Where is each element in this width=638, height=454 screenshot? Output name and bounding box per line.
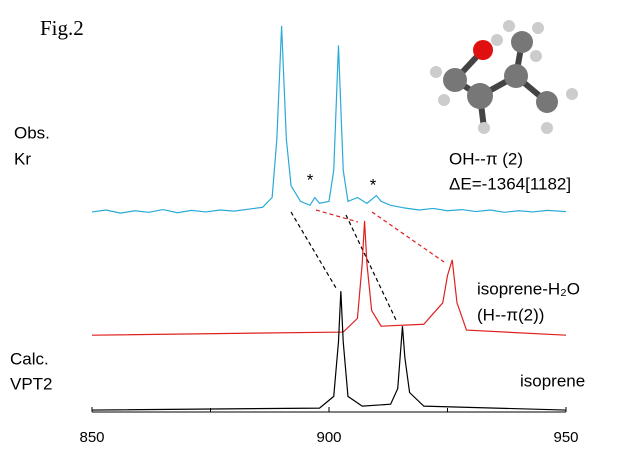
connector	[372, 212, 444, 262]
asterisk: *	[307, 170, 314, 189]
x-tick-label: 950	[553, 429, 578, 446]
x-tick-label: 900	[316, 429, 341, 446]
asterisk: *	[370, 175, 377, 194]
trace-label: Kr	[14, 149, 31, 168]
chart: Fig.2 Obs. Kr OH--π (2) ΔE=-1364[1182] i…	[0, 0, 638, 454]
energy-label: ΔE=-1364[1182]	[449, 174, 571, 193]
figure-label: Fig.2	[40, 16, 84, 40]
trace-label: Obs.	[14, 123, 50, 142]
trace-label: (H--π(2))	[477, 305, 544, 324]
trace-label: isoprene	[520, 371, 585, 390]
x-tick-label: 850	[79, 429, 104, 446]
structure-label: OH--π (2)	[449, 149, 523, 168]
connector	[316, 210, 358, 222]
trace-label: VPT2	[10, 374, 53, 393]
molecule	[430, 20, 578, 134]
connector	[291, 212, 336, 288]
trace-label: isoprene-H₂O	[477, 279, 580, 298]
trace-label: Calc.	[10, 349, 49, 368]
